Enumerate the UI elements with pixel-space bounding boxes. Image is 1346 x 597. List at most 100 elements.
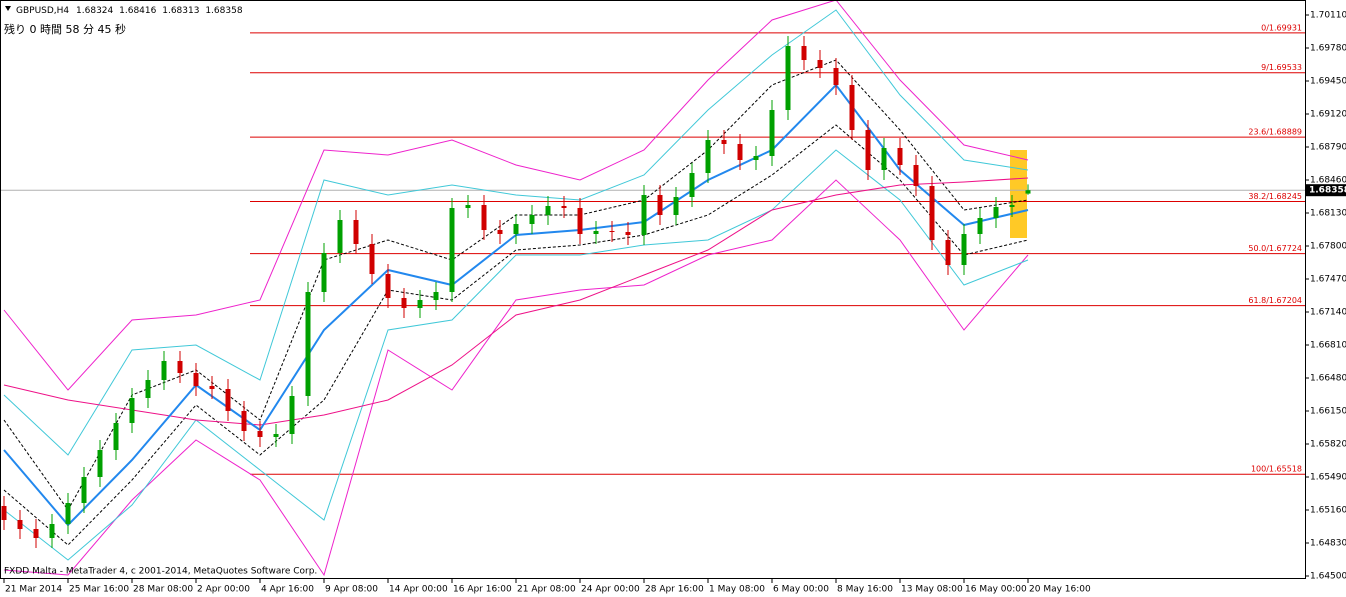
candle-body — [49, 524, 55, 538]
x-tick-label: 28 Mar 08:00 — [133, 585, 193, 595]
candle-body — [417, 300, 423, 308]
candle-body — [929, 186, 935, 240]
fib-label: 38.2/1.68245 — [1248, 192, 1302, 201]
candle-body — [273, 434, 279, 437]
x-tick-label: 4 Apr 16:00 — [261, 585, 314, 595]
x-tick-label: 21 Mar 2014 — [5, 585, 62, 595]
candle-body — [353, 220, 359, 244]
y-tick-label: 1.70110 — [1310, 11, 1346, 21]
header-low: 1.68313 — [162, 6, 199, 16]
indicator-line — [3, 0, 1029, 391]
indicator-line — [3, 9, 1029, 456]
candle-body — [177, 361, 183, 373]
candle-body — [65, 503, 71, 524]
y-tick-label: 1.66150 — [1310, 407, 1346, 417]
candle-body — [401, 298, 407, 308]
candle-body — [689, 173, 695, 197]
timer: 残り 0 時間 58 分 45 秒 — [4, 22, 126, 36]
candle-body — [369, 244, 375, 274]
candle-body — [945, 240, 951, 265]
collapse-icon — [5, 6, 11, 11]
candle-body — [657, 195, 663, 215]
x-tick-label: 16 Apr 16:00 — [453, 585, 512, 595]
candle-body — [241, 411, 247, 431]
plot-area: 0/1.69931 9/1.69533 23.6/1.68889 38.2/1.682… — [0, 0, 1305, 577]
candle-body — [81, 477, 87, 503]
y-tick-label: 1.65820 — [1310, 440, 1346, 450]
y-tick-label: 1.69450 — [1310, 77, 1346, 87]
y-tick-label: 1.69120 — [1310, 110, 1346, 120]
candle-body — [1, 506, 7, 520]
candle-body — [481, 205, 487, 230]
candle-body — [641, 195, 647, 235]
x-tick-label: 9 Apr 08:00 — [325, 585, 378, 595]
candle-body — [1025, 190, 1031, 194]
y-tick-label: 1.66480 — [1310, 374, 1346, 384]
x-tick-label: 6 May 00:00 — [773, 585, 829, 595]
candle-body — [993, 207, 999, 218]
x-tick-label: 20 May 16:00 — [1029, 585, 1091, 595]
candle-body — [977, 218, 983, 234]
price-tag — [1306, 184, 1346, 197]
y-tick-label: 1.67470 — [1310, 275, 1346, 285]
y-tick-label: 1.66810 — [1310, 341, 1346, 351]
candle-body — [849, 85, 855, 130]
fib-label: 9/1.69533 — [1261, 63, 1302, 72]
header-open: 1.68324 — [76, 6, 113, 16]
candle-body — [465, 205, 471, 208]
candle-body — [497, 230, 503, 234]
candle-body — [593, 231, 599, 234]
price-tag-label: 1.68358 — [1309, 186, 1346, 196]
candle-body — [145, 380, 151, 398]
fib-label: 61.8/1.67204 — [1248, 296, 1302, 305]
candle-body — [129, 398, 135, 423]
candle-body — [289, 396, 295, 434]
header-high: 1.68416 — [119, 6, 156, 16]
x-tick-label: 21 Apr 08:00 — [517, 585, 576, 595]
y-tick-label: 1.64500 — [1310, 572, 1346, 582]
candle-body — [865, 130, 871, 170]
candle-body — [545, 206, 551, 215]
candle-body — [225, 389, 231, 411]
candle-body — [161, 361, 167, 380]
y-tick-label: 1.65490 — [1310, 473, 1346, 483]
fib-label: 23.6/1.68889 — [1248, 128, 1302, 137]
indicator-line — [3, 177, 1029, 426]
x-tick-label: 8 May 16:00 — [837, 585, 893, 595]
x-tick-label: 13 May 08:00 — [901, 585, 963, 595]
x-tick-label: 24 Apr 00:00 — [581, 585, 640, 595]
candle-body — [33, 529, 39, 538]
candle-body — [449, 208, 455, 292]
header: GBPUSD,H4 1.68324 1.68416 1.68313 1.6835… — [16, 6, 243, 16]
y-tick-label: 1.67140 — [1310, 308, 1346, 318]
fib-label: 50.0/1.67724 — [1248, 244, 1302, 253]
candle-body — [769, 110, 775, 156]
y-tick-label: 1.65160 — [1310, 506, 1346, 516]
x-tick-label: 28 Apr 16:00 — [645, 585, 704, 595]
candle-body — [881, 148, 887, 170]
candle-body — [785, 46, 791, 110]
candle-body — [561, 206, 567, 208]
y-tick-label: 1.68460 — [1310, 176, 1346, 186]
candle-body — [897, 148, 903, 165]
y-tick-label: 1.69780 — [1310, 44, 1346, 54]
indicator-line — [3, 149, 1029, 561]
candle-body — [961, 234, 967, 265]
x-tick-label: 25 Mar 16:00 — [69, 585, 129, 595]
candle-body — [801, 46, 807, 60]
candle-body — [97, 450, 103, 477]
symbol: GBPUSD,H4 — [16, 6, 69, 16]
candle-body — [529, 215, 535, 224]
candle-body — [833, 68, 839, 85]
indicator-line — [3, 179, 1029, 577]
candle-body — [721, 140, 727, 144]
candle-body — [913, 165, 919, 186]
candle-body — [625, 232, 631, 235]
candle-body — [321, 253, 327, 292]
fib-label: 100/1.65518 — [1251, 465, 1302, 474]
x-tick-label: 16 May 00:00 — [965, 585, 1027, 595]
candle-body — [337, 220, 343, 253]
candle-body — [705, 140, 711, 173]
